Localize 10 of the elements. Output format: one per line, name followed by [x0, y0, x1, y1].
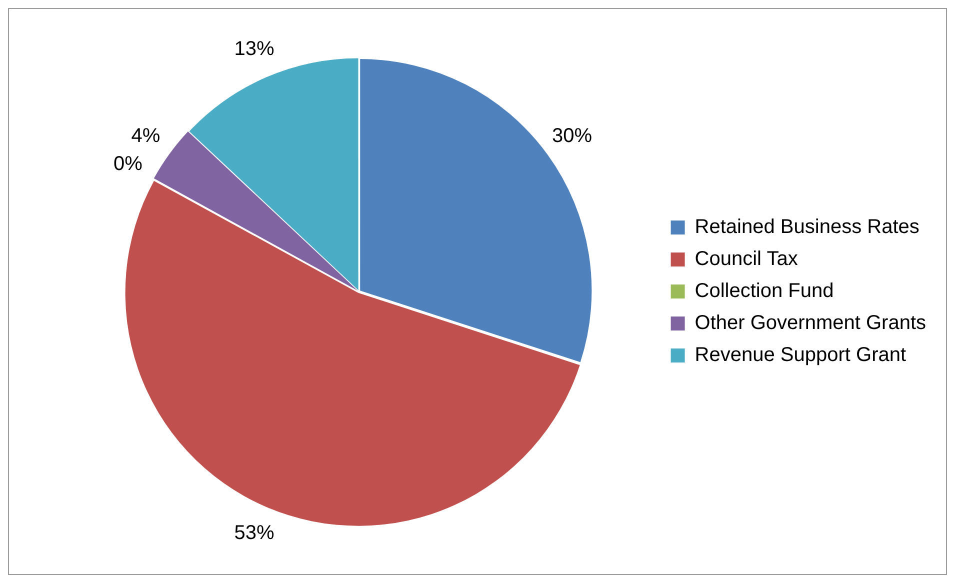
legend-label: Retained Business Rates	[694, 216, 920, 238]
data-label: 53%	[234, 522, 274, 544]
legend-label: Other Government Grants	[694, 312, 926, 334]
legend-label: Collection Fund	[694, 280, 834, 302]
data-label: 13%	[234, 38, 274, 60]
data-label: 30%	[552, 125, 592, 148]
text: 0%	[114, 153, 142, 176]
data-label: 4%	[131, 125, 160, 148]
legend-label: Council Tax	[694, 248, 798, 270]
legend-label: Revenue Support Grant	[694, 344, 906, 366]
